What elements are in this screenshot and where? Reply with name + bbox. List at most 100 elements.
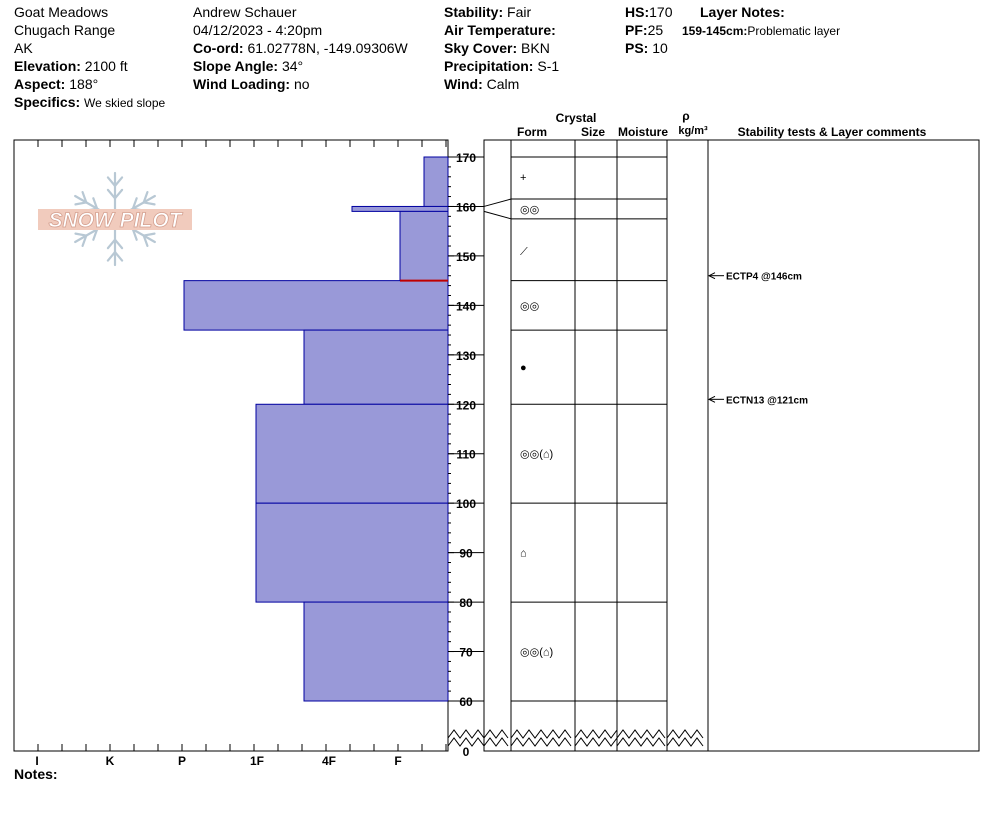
layer-note-range: 159-145cm: bbox=[682, 24, 748, 38]
precip-value: S-1 bbox=[537, 58, 560, 74]
snowflake-branch bbox=[113, 238, 124, 250]
stability-label: Stability: bbox=[444, 4, 504, 20]
wind-value: Calm bbox=[486, 76, 520, 92]
specifics-row: Specifics: We skied slope bbox=[14, 93, 165, 112]
snowflake-branch bbox=[113, 188, 124, 200]
stability-test-label: ECTN13 @121cm bbox=[726, 395, 808, 406]
crystal-form-symbol: ⟋ bbox=[520, 246, 528, 258]
wind-label: Wind: bbox=[444, 76, 483, 92]
depth-label: 100 bbox=[456, 497, 476, 511]
crystal-form-symbol: ● bbox=[520, 362, 527, 374]
crystal-form-symbol: + bbox=[520, 172, 526, 184]
precip-label: Precipitation: bbox=[444, 58, 534, 74]
depth-break-mark bbox=[447, 737, 485, 747]
snowflake-branch bbox=[113, 176, 124, 187]
snowflake-branch bbox=[81, 234, 88, 248]
pf-row: PF:25 bbox=[625, 21, 663, 39]
comments-panel bbox=[707, 139, 980, 752]
layer-note-row: 159-145cm:Problematic layer bbox=[682, 22, 840, 40]
ps-value: 10 bbox=[652, 40, 668, 56]
depth-label: 60 bbox=[459, 695, 473, 709]
snowflake-branch bbox=[106, 188, 117, 200]
air-temp-label: Air Temperature: bbox=[444, 22, 556, 38]
snowflake-branch bbox=[131, 228, 138, 241]
snowpilot-logo: SNOW PILOT bbox=[38, 171, 192, 267]
mountain-range: Chugach Range bbox=[14, 22, 116, 38]
depth-break-mark bbox=[616, 729, 666, 739]
logo-text: SNOW PILOT bbox=[49, 209, 184, 232]
depth-label: 170 bbox=[456, 151, 476, 165]
snowflake-branch bbox=[81, 190, 88, 204]
snowflake-branch bbox=[106, 176, 117, 187]
sky-label: Sky Cover: bbox=[444, 40, 518, 56]
depth-break-mark bbox=[616, 737, 666, 747]
depth-label: 0 bbox=[463, 745, 470, 759]
snowflake-branch bbox=[74, 201, 88, 206]
depth-label: 160 bbox=[456, 200, 476, 214]
observation-datetime: 04/12/2023 - 4:20pm bbox=[193, 22, 323, 38]
crystal-table: + ◎◎ ⟋ ◎◎ ● ◎◎(⌂) ⌂ ◎◎(⌂) bbox=[447, 139, 709, 752]
depth-break-mark bbox=[574, 737, 618, 747]
stability-test-label: ECTP4 @146cm bbox=[726, 272, 802, 283]
depth-break-mark bbox=[574, 729, 618, 739]
elevation-value: 2100 ft bbox=[84, 58, 128, 74]
crystal-form-symbol: ◎◎ bbox=[520, 300, 539, 312]
coord-label: Co-ord: bbox=[193, 40, 244, 56]
sky-value: BKN bbox=[521, 40, 550, 56]
coord-row: Co-ord: 61.02778N, -149.09306W bbox=[193, 39, 408, 57]
snowflake-branch bbox=[142, 190, 149, 204]
depth-label: 130 bbox=[456, 349, 476, 363]
depth-label: 90 bbox=[459, 547, 473, 561]
stability-row: Stability: Fair bbox=[444, 3, 531, 21]
hardness-layer bbox=[399, 210, 449, 282]
depth-label: 150 bbox=[456, 250, 476, 264]
depth-break-mark bbox=[666, 729, 704, 739]
slope-label: Slope Angle: bbox=[193, 58, 279, 74]
hardness-layer bbox=[255, 502, 449, 603]
depth-axis: 170 160 150 140 130 120 110 100 90 80 70 60 0 bbox=[448, 151, 484, 759]
hardness-layer bbox=[303, 329, 449, 405]
depth-break-mark bbox=[483, 729, 509, 739]
snowflake-branch bbox=[92, 228, 99, 241]
notes-label: Notes: bbox=[14, 766, 58, 782]
depth-label: 80 bbox=[459, 596, 473, 610]
hardness-label: 1F bbox=[250, 754, 264, 768]
hardness-label: K bbox=[106, 754, 115, 768]
snowflake-branch bbox=[142, 201, 156, 206]
wind-loading-value: no bbox=[293, 76, 310, 92]
form-header: Form bbox=[517, 125, 547, 139]
snowflake-branch bbox=[106, 251, 117, 262]
wind-row: Wind: Calm bbox=[444, 75, 519, 93]
hs-label: HS: bbox=[625, 4, 650, 20]
pf-label: PF: bbox=[625, 22, 648, 38]
size-header: Size bbox=[581, 125, 605, 139]
crystal-form-symbol: ◎◎ bbox=[520, 204, 539, 216]
depth-break-mark bbox=[666, 737, 704, 747]
ps-row: PS: 10 bbox=[625, 39, 668, 57]
aspect-row: Aspect: 188° bbox=[14, 75, 98, 93]
stability-tests: ECTP4 @146cm ECTN13 @121cm bbox=[707, 272, 808, 406]
elevation-label: Elevation: bbox=[14, 58, 81, 74]
precip-row: Precipitation: S-1 bbox=[444, 57, 559, 75]
crystal-form-symbol: ⌂ bbox=[520, 548, 527, 560]
crystal-form-symbol: ◎◎(⌂) bbox=[520, 647, 553, 659]
hardness-axis-ticks bbox=[37, 140, 447, 751]
crystal-header: Crystal bbox=[556, 111, 597, 125]
crystal-form-symbol: ◎◎(⌂) bbox=[520, 449, 553, 461]
hs-value: 170 bbox=[649, 4, 673, 20]
hardness-layer bbox=[303, 601, 449, 702]
snowflake-branch bbox=[113, 251, 124, 262]
depth-break-mark bbox=[483, 737, 509, 747]
snowflake-branch bbox=[142, 234, 149, 248]
sky-row: Sky Cover: BKN bbox=[444, 39, 550, 57]
moisture-header: Moisture bbox=[618, 125, 668, 139]
depth-break-mark bbox=[510, 737, 572, 747]
aspect-value: 188° bbox=[69, 76, 99, 92]
snowflake-branch bbox=[106, 238, 117, 250]
specifics-value: We skied slope bbox=[84, 96, 166, 110]
hardness-axis-labels: I K P 1F 4F F bbox=[35, 754, 401, 768]
hardness-label: 4F bbox=[322, 754, 336, 768]
specifics-label: Specifics: bbox=[14, 94, 81, 110]
stability-value: Fair bbox=[507, 4, 532, 20]
